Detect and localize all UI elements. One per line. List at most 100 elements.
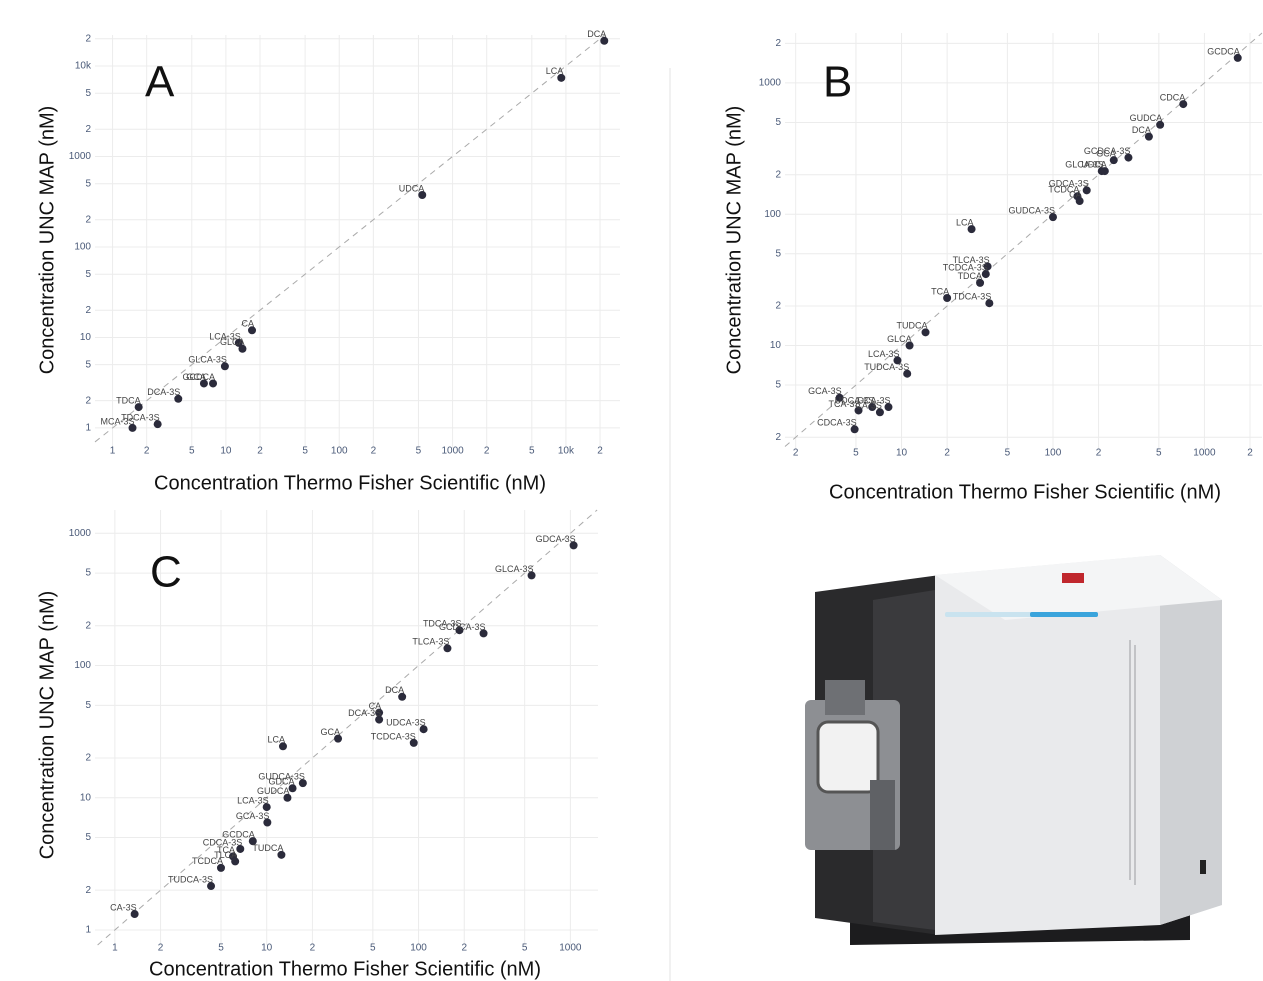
x-tick-label: 2 [371,446,377,457]
x-tick-label: 2 [461,943,467,954]
point-label: GLCA-3S [495,564,534,574]
point [1124,154,1132,162]
point-label: TUDCA [252,843,283,853]
y-tick-label: 2 [85,885,91,896]
point-label: CDCA-3S [817,418,857,428]
x-tick-label: 2 [944,448,950,459]
point [217,864,225,872]
y-tick-label: 100 [74,242,91,253]
x-tick-label: 5 [522,943,528,954]
point [1049,213,1057,221]
point [1076,197,1084,205]
point-label: DCA-3S [857,395,890,405]
point-label: DCA-3S [147,387,180,397]
x-tick-label: 5 [218,943,224,954]
x-tick-label: 5 [1156,448,1162,459]
point-label: GCDCA-3S [439,622,486,632]
x-tick-label: 100 [1045,448,1062,459]
y-tick-label: 100 [74,660,91,671]
point-label: TDCA-3S [953,292,992,302]
point [375,716,383,724]
y-tick-label: 5 [85,359,91,370]
x-tick-label: 5 [189,446,195,457]
x-tick-label: 100 [331,446,348,457]
y-tick-label: 10 [770,340,782,351]
point [985,299,993,307]
point [221,362,229,370]
point [1101,167,1109,175]
point [443,644,451,652]
point-label: TLCA-3S [412,637,449,647]
y-axis-title: Concentration UNC MAP (nM) [723,106,745,375]
point [982,270,990,278]
y-tick-label: 1 [85,423,91,434]
y-tick-label: 2 [85,124,91,135]
x-tick-label: 10 [261,943,273,954]
x-tick-label: 100 [410,943,427,954]
figure: 1 2 5 10 2 5 100 2 5 1000 2 5 10k 2 1 2 5 10 2 5 100 2 5 1000 2 5… [0,0,1263,981]
point [238,345,246,353]
point [943,294,951,302]
point-label: GDCA-3S [536,534,576,544]
x-tick-label: 5 [853,448,859,459]
y-tick-label: 1000 [69,151,92,162]
y-tick-label: 5 [85,700,91,711]
y-tick-label: 2 [775,38,781,49]
point [876,408,884,416]
y-axis-title: Concentration UNC MAP (nM) [36,106,58,375]
instrument-image [805,555,1222,945]
x-tick-label: 2 [257,446,263,457]
chart: 12510251002510002510k2125102510025100025… [36,29,620,494]
point [129,424,137,432]
point-label: GLCA-3S [188,355,227,365]
point-label: DCA-3S [348,708,381,718]
y-tick-label: 5 [85,269,91,280]
point [283,794,291,802]
point [207,882,215,890]
y-tick-label: 5 [775,248,781,259]
point [922,328,930,336]
point [884,403,892,411]
point [410,739,418,747]
point-label: TUDCA-3S [168,874,213,884]
point [154,420,162,428]
y-tick-label: 5 [85,88,91,99]
x-tick-label: 5 [529,446,535,457]
point [248,326,256,334]
y-tick-label: 5 [775,117,781,128]
point-label: GUDCA-3S [1008,206,1055,216]
point [279,742,287,750]
x-tick-label: 2 [484,446,490,457]
point [209,379,217,387]
point-label: TUDCA-3S [864,362,909,372]
y-tick-label: 5 [85,568,91,579]
x-tick-label: 5 [416,446,422,457]
point-label: MCA-3S [100,416,134,426]
x-tick-label: 1000 [441,446,464,457]
point [1234,54,1242,62]
point [557,74,565,82]
x-tick-label: 2 [1096,448,1102,459]
y-tick-label: 5 [775,380,781,391]
point-label: LCA-3S [868,349,900,359]
point [1110,156,1118,164]
y-tick-label: 10k [75,61,92,72]
point [299,779,307,787]
y-tick-label: 10 [80,792,92,803]
point [968,225,976,233]
x-tick-label: 2 [1247,448,1253,459]
panel-letter: B [823,58,852,107]
y-tick-label: 100 [764,209,781,220]
point-label: TUDCA [897,321,928,331]
x-tick-label: 1 [110,446,116,457]
y-tick-label: 2 [775,432,781,443]
y-tick-label: 2 [85,305,91,316]
x-tick-label: 10k [558,446,575,457]
y-tick-label: 2 [85,753,91,764]
y-tick-label: 10 [80,332,92,343]
point-label: GCA-3S [236,811,270,821]
point [1156,121,1164,129]
x-tick-label: 10 [220,446,232,457]
